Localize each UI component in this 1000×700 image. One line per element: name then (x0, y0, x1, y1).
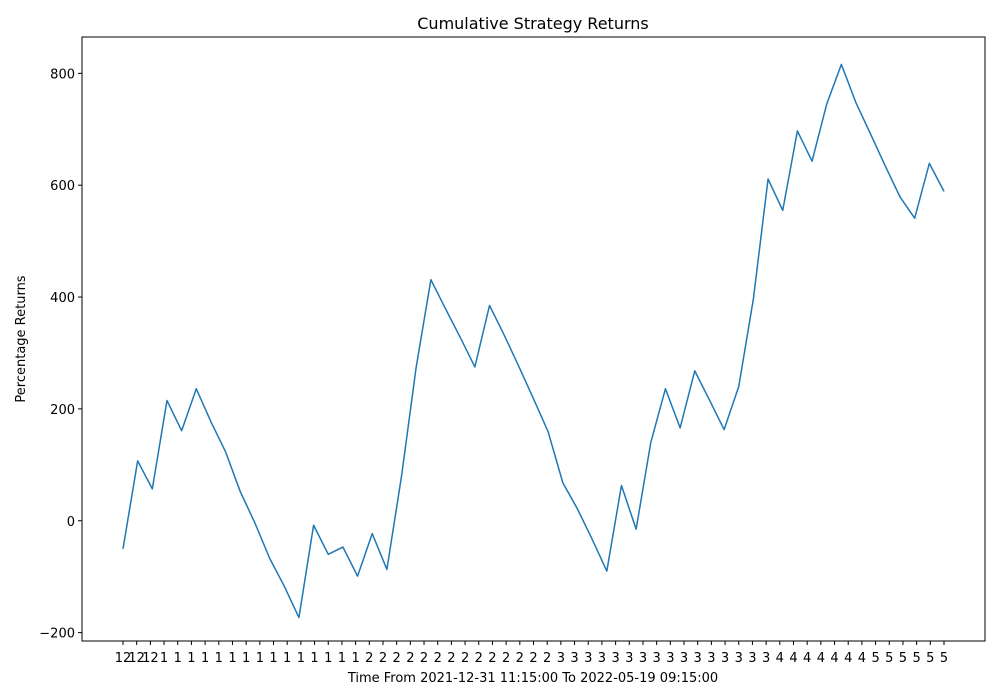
x-tick-label: 1 (256, 651, 264, 666)
x-tick-label: 2 (434, 651, 442, 666)
x-tick-label: 1 (297, 651, 305, 666)
x-tick-label: 1 (269, 651, 277, 666)
x-tick-label: 3 (625, 651, 633, 666)
x-tick-label: 3 (721, 651, 729, 666)
x-tick-label: 4 (789, 651, 797, 666)
x-tick-label: 3 (694, 651, 702, 666)
y-tick-label: 600 (50, 179, 75, 194)
x-tick-label: 1 (201, 651, 209, 666)
y-tick-label: 800 (50, 67, 75, 82)
x-tick-label: 4 (844, 651, 852, 666)
y-tick-label: 200 (50, 403, 75, 418)
x-tick-label: 12 (142, 651, 159, 666)
x-tick-label: 5 (912, 651, 920, 666)
x-tick-label: 3 (762, 651, 770, 666)
x-tick-label: 3 (611, 651, 619, 666)
x-tick-label: 2 (516, 651, 524, 666)
x-tick-label: 12 (128, 651, 145, 666)
x-tick-label: 5 (871, 651, 879, 666)
x-tick-label: 2 (406, 651, 414, 666)
y-tick-label: 0 (67, 515, 75, 530)
x-tick-label: 2 (365, 651, 373, 666)
x-tick-label: 3 (557, 651, 565, 666)
y-tick-label: 400 (50, 291, 75, 306)
x-tick-label: 3 (735, 651, 743, 666)
x-tick-label: 2 (393, 651, 401, 666)
x-tick-label: 3 (639, 651, 647, 666)
x-tick-label: 5 (885, 651, 893, 666)
x-axis-label: Time From 2021-12-31 11:15:00 To 2022-05… (347, 671, 718, 686)
x-tick-label: 3 (598, 651, 606, 666)
y-axis-label: Percentage Returns (14, 275, 29, 402)
x-tick-label: 2 (488, 651, 496, 666)
x-tick-label: 1 (324, 651, 332, 666)
x-tick-label: 3 (680, 651, 688, 666)
x-tick-label: 1 (338, 651, 346, 666)
series-layer (122, 63, 945, 619)
plot-area (81, 36, 986, 642)
x-tick-label: 5 (926, 651, 934, 666)
y-tick-label: −200 (39, 627, 75, 642)
x-tick-label: 2 (461, 651, 469, 666)
x-tick-label: 3 (570, 651, 578, 666)
x-tick-label: 1 (187, 651, 195, 666)
x-tick-label: 1 (228, 651, 236, 666)
x-tick-label: 4 (830, 651, 838, 666)
x-tick-label: 3 (584, 651, 592, 666)
x-tick-label: 4 (858, 651, 866, 666)
x-tick-label: 3 (748, 651, 756, 666)
x-tick-label: 2 (420, 651, 428, 666)
x-tick-label: 5 (899, 651, 907, 666)
x-tick-label: 1 (174, 651, 182, 666)
x-tick-label: 4 (776, 651, 784, 666)
x-tick-label: 1 (160, 651, 168, 666)
x-tick-label: 1 (242, 651, 250, 666)
x-tick-label: 1 (310, 651, 318, 666)
x-tick-label: 4 (803, 651, 811, 666)
x-tick-label: 2 (502, 651, 510, 666)
x-tick-label: 1 (215, 651, 223, 666)
x-tick-label: 12 (115, 651, 132, 666)
x-tick-label: 1 (351, 651, 359, 666)
x-tick-label: 2 (529, 651, 537, 666)
x-tick-label: 3 (666, 651, 674, 666)
series-line (122, 63, 945, 619)
y-axis: −200 0 200 400 600 800 (39, 67, 82, 642)
x-tick-label: 2 (379, 651, 387, 666)
x-tick-label: 5 (940, 651, 948, 666)
x-tick-label: 2 (447, 651, 455, 666)
x-tick-label: 3 (653, 651, 661, 666)
x-tick-label: 3 (707, 651, 715, 666)
x-tick-label: 2 (475, 651, 483, 666)
chart-title: Cumulative Strategy Returns (417, 14, 648, 33)
x-tick-label: 1 (283, 651, 291, 666)
x-tick-label: 2 (543, 651, 551, 666)
x-tick-label: 4 (817, 651, 825, 666)
